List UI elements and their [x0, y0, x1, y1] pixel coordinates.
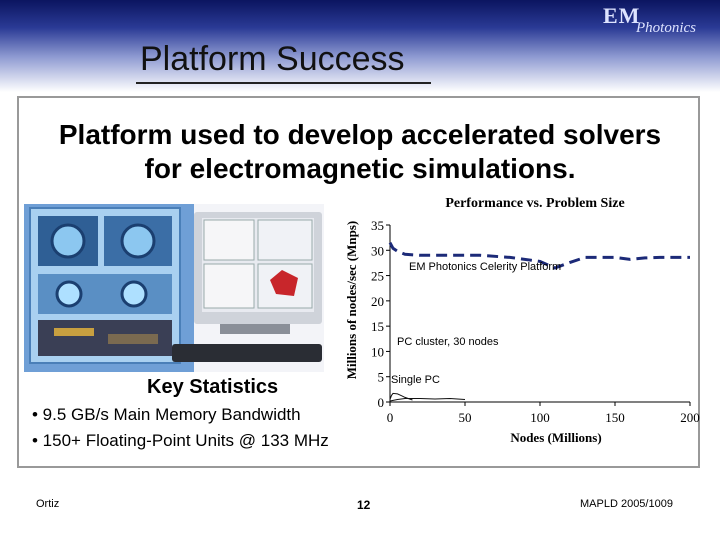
- x-tick-label: 0: [387, 410, 394, 425]
- x-tick-label: 50: [459, 410, 472, 425]
- x-tick-label: 200: [680, 410, 700, 425]
- series-pc-cluster-line: [389, 397, 466, 402]
- y-axis-label: Millions of nodes/sec (Mnps): [344, 221, 359, 380]
- subtitle-line-2: for electromagnetic simulations.: [144, 153, 576, 184]
- y-tick-label: 5: [378, 370, 385, 385]
- platform-photo: [24, 204, 324, 372]
- y-tick-label: 10: [371, 344, 384, 359]
- subtitle-line-1: Platform used to develop accelerated sol…: [58, 119, 662, 150]
- series-celerity-platform-line: [388, 241, 690, 270]
- y-tick-label: 25: [371, 269, 384, 284]
- x-tick-label: 100: [530, 410, 550, 425]
- x-axis-label: Nodes (Millions): [510, 430, 601, 445]
- y-tick-label: 20: [371, 294, 384, 309]
- series-label-celerity-platform: EM Photonics Celerity Platform: [409, 261, 561, 273]
- footer-page-number: 12: [357, 498, 371, 512]
- chart-title: Performance vs. Problem Size: [445, 196, 624, 211]
- series-label-single-pc: Single PC: [391, 374, 440, 386]
- y-tick-label: 30: [371, 243, 384, 258]
- x-tick-label: 150: [605, 410, 625, 425]
- slide-title: Platform Success: [140, 40, 405, 78]
- stat-floating-point-units: • 150+ Floating-Point Units @ 133 MHz: [32, 431, 329, 450]
- title-underline: [136, 82, 431, 84]
- stat-memory-bandwidth: • 9.5 GB/s Main Memory Bandwidth: [32, 405, 301, 424]
- logo-photonics: Photonics: [636, 20, 696, 36]
- logo-em: EM: [603, 3, 641, 28]
- series-single-pc-line: [389, 392, 413, 401]
- y-tick-label: 35: [371, 218, 384, 233]
- key-statistics-heading: Key Statistics: [147, 376, 279, 398]
- footer-event: MAPLD 2005/1009: [580, 498, 673, 510]
- slide-subtitle: Platform used to develop accelerated sol…: [20, 118, 700, 186]
- y-tick-label: 0: [378, 395, 385, 410]
- header-gradient-bar: [0, 0, 720, 92]
- footer-author: Ortiz: [36, 498, 60, 510]
- series-label-pc-cluster: PC cluster, 30 nodes: [397, 336, 499, 348]
- content-frame: [17, 96, 700, 468]
- y-tick-label: 15: [371, 319, 384, 334]
